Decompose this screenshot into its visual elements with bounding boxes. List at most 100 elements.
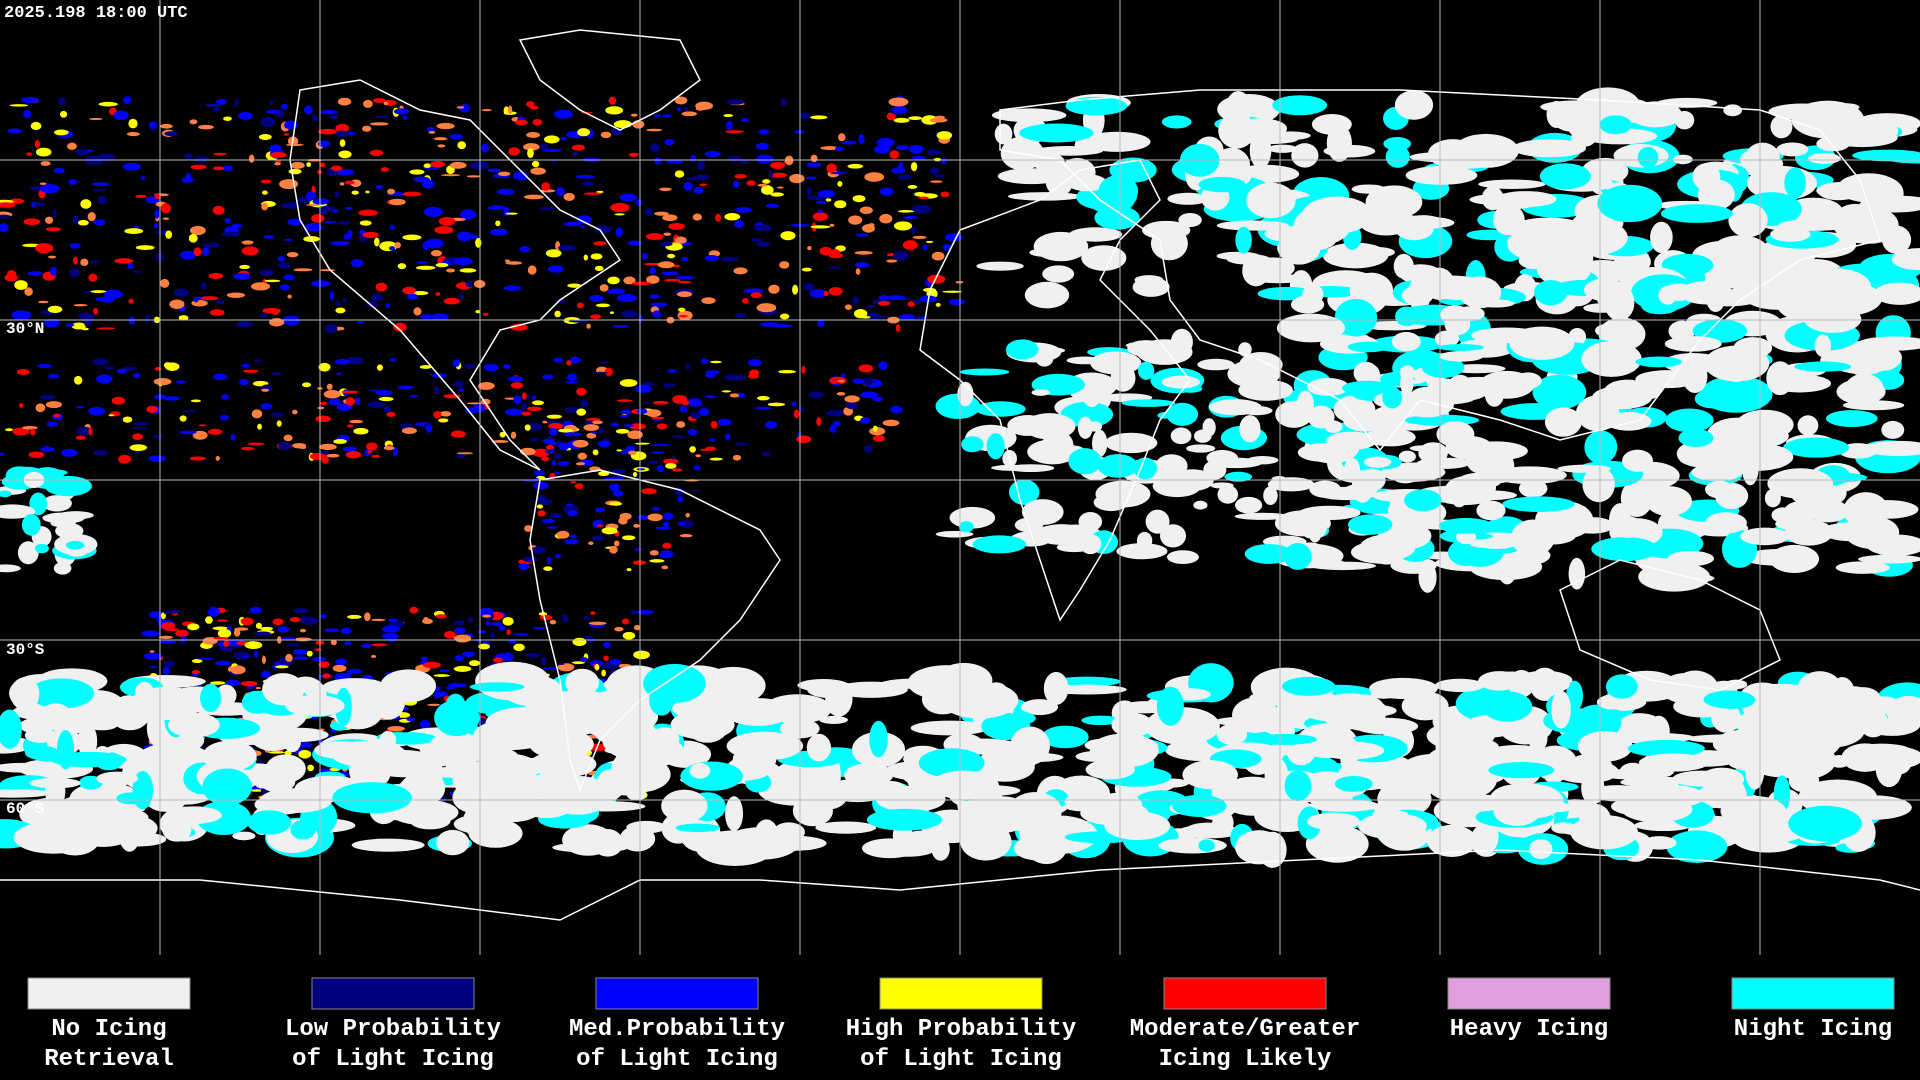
cloud-cell bbox=[9, 104, 29, 107]
cloud-cell bbox=[563, 192, 575, 201]
cloud-cell bbox=[1619, 323, 1643, 333]
cloud-cell bbox=[387, 726, 405, 732]
cloud-cell bbox=[237, 111, 253, 120]
cloud-cell bbox=[109, 805, 146, 814]
cloud-cell bbox=[355, 397, 361, 406]
cloud-cell bbox=[14, 280, 28, 290]
cloud-cell bbox=[1407, 766, 1483, 776]
cloud-cell bbox=[193, 296, 199, 303]
cloud-cell bbox=[153, 378, 172, 386]
cloud-cell bbox=[449, 161, 467, 169]
cloud-cell bbox=[478, 787, 545, 823]
cloud-cell bbox=[527, 406, 542, 412]
cloud-cell bbox=[455, 683, 467, 687]
cloud-cell bbox=[361, 643, 372, 649]
cloud-cell bbox=[565, 503, 574, 506]
cloud-cell bbox=[1394, 90, 1434, 120]
cloud-cell bbox=[1391, 332, 1421, 352]
cloud-cell bbox=[597, 440, 611, 448]
cloud-cell bbox=[1605, 674, 1638, 699]
cloud-cell bbox=[1508, 670, 1535, 698]
cloud-cell bbox=[387, 188, 396, 195]
cloud-cell bbox=[834, 146, 844, 152]
cloud-cell bbox=[541, 667, 558, 671]
cloud-cell bbox=[679, 533, 693, 538]
cloud-cell bbox=[45, 401, 62, 409]
cloud-cell bbox=[694, 174, 710, 180]
cloud-cell bbox=[656, 423, 668, 430]
legend-label: of Light Icing bbox=[576, 1046, 778, 1073]
cloud-cell bbox=[236, 321, 253, 328]
cloud-cell bbox=[854, 261, 870, 268]
cloud-cell bbox=[812, 212, 828, 221]
cloud-cell bbox=[346, 671, 352, 675]
cloud-cell bbox=[35, 147, 52, 157]
cloud-cell bbox=[834, 200, 847, 209]
cloud-cell bbox=[266, 109, 280, 114]
cloud-cell bbox=[1720, 795, 1787, 827]
cloud-cell bbox=[434, 385, 440, 395]
cloud-cell bbox=[1691, 463, 1743, 482]
cloud-cell bbox=[1235, 226, 1252, 254]
cloud-cell bbox=[146, 405, 158, 413]
cloud-cell bbox=[48, 374, 60, 379]
cloud-cell bbox=[657, 261, 675, 269]
cloud-cell bbox=[435, 614, 448, 619]
cloud-cell bbox=[592, 431, 597, 434]
cloud-cell bbox=[852, 296, 859, 305]
cloud-cell bbox=[729, 375, 747, 381]
cloud-cell bbox=[50, 266, 57, 276]
cloud-cell bbox=[454, 627, 466, 634]
cloud-cell bbox=[1404, 414, 1480, 426]
cloud-cell bbox=[668, 222, 685, 230]
cloud-cell bbox=[734, 174, 747, 179]
cloud-cell bbox=[860, 417, 871, 424]
cloud-cell bbox=[646, 275, 660, 284]
cloud-cell bbox=[972, 535, 1027, 554]
cloud-cell bbox=[28, 451, 45, 458]
cloud-cell bbox=[1238, 342, 1252, 357]
cloud-cell bbox=[215, 300, 225, 305]
cloud-cell bbox=[580, 657, 588, 663]
cloud-cell bbox=[585, 417, 601, 422]
cloud-cell bbox=[663, 521, 670, 528]
cloud-cell bbox=[1703, 517, 1723, 535]
cloud-cell bbox=[1452, 133, 1519, 168]
cloud-cell bbox=[659, 241, 673, 247]
cloud-cell bbox=[761, 185, 774, 195]
cloud-cell bbox=[663, 512, 674, 521]
cloud-cell bbox=[47, 255, 57, 259]
cloud-cell bbox=[1244, 543, 1293, 564]
cloud-cell bbox=[1533, 279, 1568, 306]
cloud-cell bbox=[433, 411, 442, 419]
cloud-cell bbox=[164, 362, 180, 371]
cloud-cell bbox=[1156, 686, 1184, 726]
cloud-cell bbox=[609, 483, 620, 492]
cloud-cell bbox=[274, 160, 282, 163]
cloud-cell bbox=[221, 165, 234, 171]
cloud-cell bbox=[856, 233, 869, 237]
cloud-cell bbox=[803, 283, 814, 291]
cloud-cell bbox=[878, 361, 888, 370]
cloud-cell bbox=[1307, 405, 1335, 429]
cloud-cell bbox=[504, 285, 522, 291]
cloud-cell bbox=[1591, 536, 1659, 562]
cloud-cell bbox=[1097, 454, 1138, 478]
cloud-cell bbox=[898, 162, 904, 171]
cloud-cell bbox=[269, 318, 285, 327]
cloud-cell bbox=[202, 768, 253, 806]
cloud-cell bbox=[1064, 794, 1093, 810]
cloud-cell bbox=[443, 297, 460, 305]
cloud-cell bbox=[549, 512, 562, 519]
cloud-cell bbox=[393, 322, 407, 332]
cloud-cell bbox=[645, 233, 664, 240]
cloud-cell bbox=[1291, 143, 1319, 168]
cloud-cell bbox=[1527, 525, 1577, 545]
cloud-cell bbox=[1167, 192, 1209, 205]
cloud-cell bbox=[542, 374, 554, 379]
cloud-cell bbox=[259, 269, 274, 276]
cloud-cell bbox=[388, 198, 406, 206]
cloud-cell bbox=[677, 307, 686, 312]
cloud-cell bbox=[549, 619, 557, 625]
cloud-cell bbox=[438, 418, 449, 423]
